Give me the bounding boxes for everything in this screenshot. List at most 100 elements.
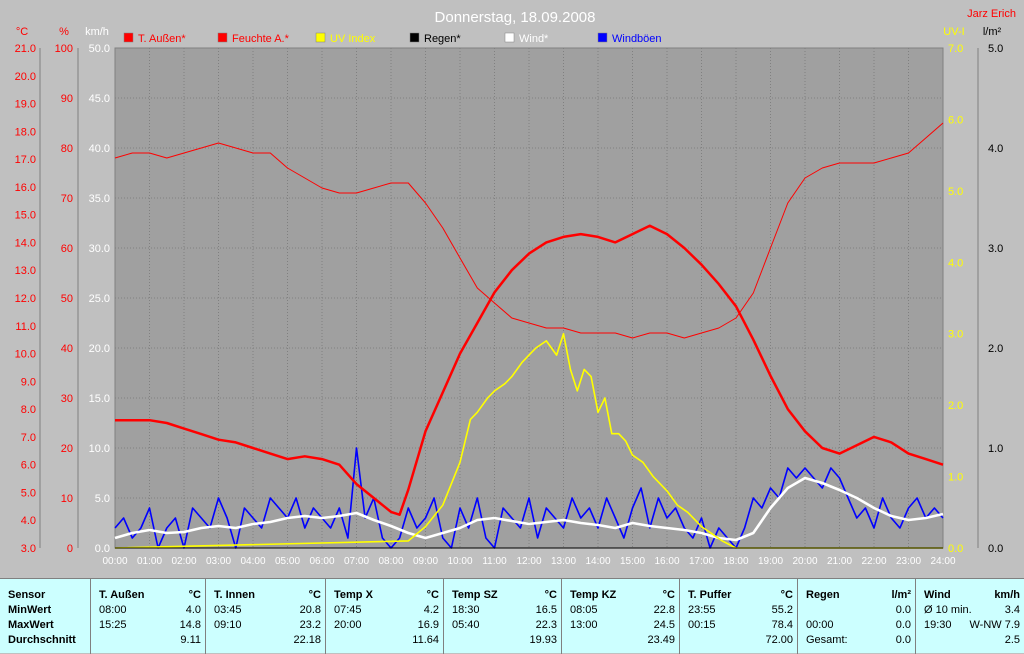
series-line-wind: [114, 476, 944, 542]
stats-value: 72.00: [765, 634, 793, 646]
humidity-tick-label: 100: [55, 43, 73, 55]
stats-time: 23:55: [688, 604, 716, 616]
series-line-uv-index: [114, 332, 943, 549]
stats-time: 05:40: [452, 619, 480, 631]
stats-column: Temp X °C 07:45 4.2 20:00 16.9 11.64: [326, 579, 444, 654]
stats-time: 00:00: [806, 619, 834, 631]
x-tick-label: 15:00: [620, 556, 645, 567]
humidity-tick-label: 50: [61, 293, 73, 305]
uv-tick-label: 6.0: [948, 114, 963, 126]
x-tick-label: 24:00: [930, 556, 955, 567]
temp-tick-label: 10.0: [15, 349, 36, 361]
stats-column-header: Regen: [806, 589, 840, 601]
chart-title: Donnerstag, 18.09.2008: [435, 9, 596, 26]
stats-time: 09:10: [214, 619, 242, 631]
stats-column-unit: °C: [308, 589, 321, 601]
stats-column: T. Innen °C 03:45 20.8 09:10 23.2 22.18: [206, 579, 326, 654]
stats-row: 08:00 4.0: [91, 603, 206, 618]
temp-tick-label: 14.0: [15, 237, 36, 249]
stats-time: 15:25: [99, 619, 127, 631]
stats-value: 23.49: [647, 634, 675, 646]
stats-value: 20.8: [299, 604, 321, 616]
legend-label: T. Außen*: [138, 33, 186, 45]
wind-tick-label: 30.0: [89, 243, 110, 255]
stats-column-separator: [561, 579, 562, 654]
legend-swatch: [217, 32, 228, 43]
stats-column-unit: °C: [662, 589, 675, 601]
stats-time: 13:00: [570, 619, 598, 631]
stats-column-unit: km/h: [994, 589, 1020, 601]
legend-swatch: [315, 32, 326, 43]
temp-tick-label: 4.0: [21, 515, 36, 527]
x-tick-label: 12:00: [516, 556, 541, 567]
stats-value: 14.8: [179, 619, 201, 631]
stats-row: 18:30 16.5: [444, 603, 562, 618]
stats-time: 07:45: [334, 604, 362, 616]
uv-tick-label: 3.0: [948, 329, 963, 341]
x-tick-label: 07:00: [344, 556, 369, 567]
x-tick-label: 10:00: [447, 556, 472, 567]
stats-column-header: T. Innen: [214, 589, 255, 601]
uv-tick-label: 0.0: [948, 543, 963, 555]
stats-value: 24.5: [653, 619, 675, 631]
legend-swatch: [597, 32, 608, 43]
x-tick-label: 05:00: [275, 556, 300, 567]
temp-tick-label: 13.0: [15, 265, 36, 277]
x-tick-label: 09:00: [413, 556, 438, 567]
temp-tick-label: 17.0: [15, 154, 36, 166]
x-tick-label: 19:00: [758, 556, 783, 567]
humidity-tick-label: 60: [61, 243, 73, 255]
wind-tick-label: 45.0: [89, 93, 110, 105]
stats-value: 4.0: [185, 604, 201, 616]
stats-value: W-NW 7.9: [969, 619, 1020, 631]
stats-row: 19.93: [444, 633, 562, 648]
uv-tick-label: 7.0: [948, 43, 963, 55]
stats-value: 16.5: [535, 604, 557, 616]
stats-value: 78.4: [771, 619, 793, 631]
x-tick-label: 18:00: [723, 556, 748, 567]
stats-time: 03:45: [214, 604, 242, 616]
humidity-tick-label: 20: [61, 443, 73, 455]
legend-swatch: [123, 32, 134, 43]
x-tick-label: 11:00: [482, 556, 507, 567]
stats-row: 22.18: [206, 633, 326, 648]
x-tick-label: 04:00: [240, 556, 265, 567]
stats-column-unit: °C: [780, 589, 793, 601]
x-tick-label: 16:00: [654, 556, 679, 567]
wind-tick-label: 25.0: [89, 293, 110, 305]
x-tick-label: 17:00: [689, 556, 714, 567]
uv-tick-label: 4.0: [948, 257, 963, 269]
stats-column: T. Puffer °C 23:55 55.2 00:15 78.4 72.00: [680, 579, 798, 654]
stats-column-separator: [443, 579, 444, 654]
stats-time: 00:15: [688, 619, 716, 631]
stats-time: Ø 10 min.: [924, 604, 972, 616]
series-line-feuchte-a: [114, 122, 944, 339]
stats-column-separator: [205, 579, 206, 654]
stats-column-header: Temp SZ: [452, 589, 498, 601]
x-tick-label: 14:00: [585, 556, 610, 567]
temp-axis-unit: °C: [16, 26, 28, 38]
stats-column-header: Temp X: [334, 589, 373, 601]
stats-sensor-column: Sensor MinWert MaxWert Durchschnitt: [0, 579, 90, 654]
stats-row: 0.0: [798, 603, 916, 618]
uv-axis-unit: UV-I: [943, 26, 964, 38]
humidity-tick-label: 40: [61, 343, 73, 355]
humidity-tick-label: 80: [61, 143, 73, 155]
avg-label: Durchschnitt: [8, 634, 76, 646]
temp-tick-label: 19.0: [15, 99, 36, 111]
humidity-tick-label: 70: [61, 193, 73, 205]
stats-time: 19:30: [924, 619, 952, 631]
series-layer: [114, 122, 944, 549]
stats-row: 08:05 22.8: [562, 603, 680, 618]
temp-tick-label: 6.0: [21, 460, 36, 472]
sensor-header: Sensor: [8, 589, 46, 601]
temp-tick-label: 15.0: [15, 210, 36, 222]
legend-label: Windböen: [612, 33, 662, 45]
x-tick-label: 06:00: [309, 556, 334, 567]
x-tick-label: 01:00: [137, 556, 162, 567]
stats-row: 15:25 14.8: [91, 618, 206, 633]
humidity-axis-unit: %: [59, 26, 69, 38]
stats-column-header: T. Puffer: [688, 589, 732, 601]
x-tick-label: 22:00: [861, 556, 886, 567]
humidity-tick-label: 0: [67, 543, 73, 555]
